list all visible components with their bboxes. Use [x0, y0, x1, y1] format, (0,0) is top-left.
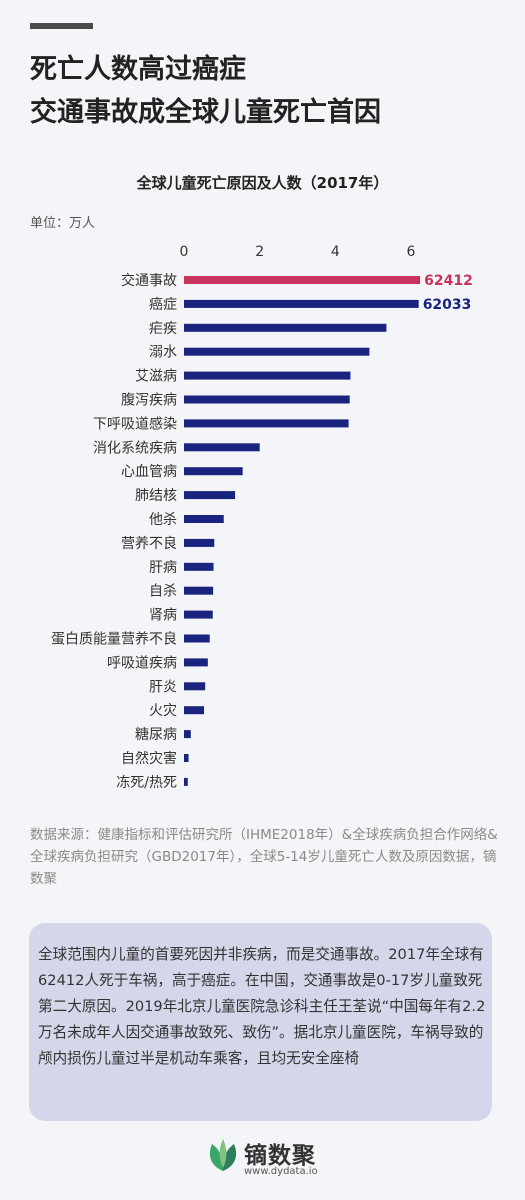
- x-tick-label: 6: [407, 244, 416, 260]
- category-label: 他杀: [149, 512, 177, 528]
- bar: [184, 754, 189, 762]
- bar: [184, 371, 351, 380]
- bar: [184, 658, 208, 667]
- data-label: 62412: [424, 273, 473, 289]
- category-label: 火灾: [149, 702, 177, 719]
- category-label: 交通事故: [121, 272, 177, 289]
- category-label: 消化系统疾病: [93, 440, 177, 456]
- category-label: 肝炎: [149, 679, 177, 695]
- category-label: 疟疾: [149, 321, 177, 337]
- bar: [184, 419, 349, 428]
- bar: [184, 323, 387, 332]
- x-tick-label: 4: [331, 244, 340, 260]
- data-label: 62033: [423, 297, 472, 313]
- bar: [184, 299, 419, 308]
- bar: [184, 586, 214, 595]
- bar: [184, 276, 421, 284]
- bar: [184, 515, 224, 523]
- bar-chart: 0 2 4 6 交通事故 62412 癌症 62033 疟疾溺水艾滋病腹泻疾病下呼吸道感染消化系…: [51, 244, 473, 791]
- summary-text: 全球范围内儿童的首要死因并非疾病，而是交通事故。2017年全球有62412人死于…: [38, 946, 486, 1067]
- category-label: 糖尿病: [135, 727, 177, 743]
- category-label: 肝病: [149, 560, 177, 576]
- page-title: 死亡人数高过癌症 交通事故成全球儿童死亡首因: [30, 48, 381, 134]
- category-label: 冻死/热死: [116, 774, 177, 791]
- category-label: 蛋白质能量营养不良: [51, 632, 177, 648]
- category-label: 营养不良: [121, 536, 177, 552]
- bar: [184, 634, 210, 643]
- bar: [184, 395, 350, 404]
- bar: [184, 706, 205, 715]
- source-note: 数据来源：健康指标和评估研究所（IHME2018年）&全球疾病负担合作网络&全球…: [30, 827, 498, 887]
- bar: [184, 491, 236, 500]
- bar: [184, 443, 260, 452]
- bar: [184, 777, 188, 786]
- category-label: 溺水: [149, 345, 177, 361]
- title-line-1: 死亡人数高过癌症: [30, 54, 246, 85]
- brand-url: www.dydata.io: [244, 1166, 318, 1177]
- category-label: 肺结核: [135, 488, 177, 504]
- bar: [184, 610, 213, 619]
- category-label: 艾滋病: [135, 369, 177, 385]
- category-label: 腹泻疾病: [121, 392, 177, 409]
- category-label: 肾病: [149, 608, 177, 624]
- bar: [184, 730, 191, 739]
- bar: [184, 562, 214, 571]
- unit-label: 单位：万人: [30, 216, 96, 231]
- header-accent-bar: [30, 23, 93, 29]
- bar: [184, 682, 206, 691]
- x-tick-label: 0: [180, 244, 189, 260]
- bar: [184, 467, 243, 476]
- category-label: 呼吸道疾病: [107, 655, 177, 671]
- category-label: 自然灾害: [121, 750, 177, 767]
- summary-box: [29, 923, 492, 1121]
- leaf-logo-icon: [209, 1139, 237, 1171]
- category-label: 心血管病: [121, 464, 177, 480]
- category-label: 下呼吸道感染: [93, 415, 177, 432]
- brand-name: 镝数聚: [244, 1143, 316, 1169]
- x-tick-label: 2: [255, 244, 264, 260]
- brand-logo: 镝数聚 www.dydata.io: [206, 1136, 356, 1184]
- chart-title: 全球儿童死亡原因及人数（2017年）: [136, 174, 389, 192]
- title-line-2: 交通事故成全球儿童死亡首因: [30, 97, 381, 128]
- category-label: 癌症: [149, 297, 177, 313]
- category-label: 自杀: [149, 584, 177, 600]
- bar: [184, 347, 370, 356]
- bar: [184, 538, 215, 547]
